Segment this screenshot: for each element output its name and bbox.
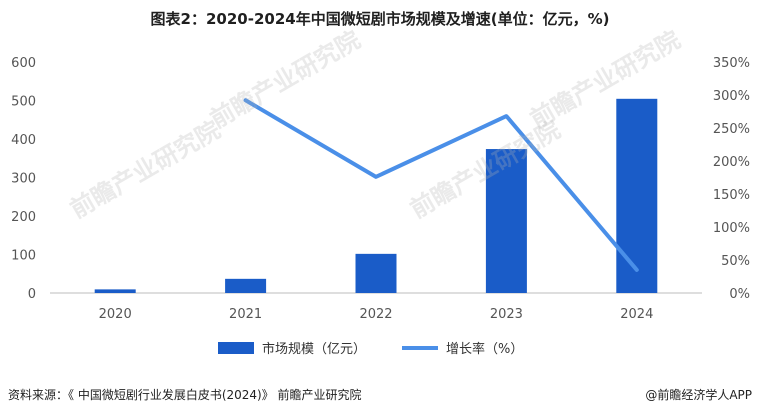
growth-rate-line: [243, 98, 639, 272]
y-left-tick-label: 100: [11, 249, 36, 264]
y-left-tick-label: 200: [11, 210, 36, 225]
y-left-tick-label: 500: [11, 95, 36, 110]
line-series: [243, 98, 639, 272]
legend-label-line: 增长率（%）: [446, 341, 523, 357]
x-axis: 2020 2021 2022 2023 2024: [99, 307, 654, 322]
y-axis-right: 0% 50% 100% 150% 200% 250% 300% 350%: [713, 56, 750, 302]
credit-note: @前瞻经济学人APP: [645, 388, 752, 402]
y-right-tick-label: 150%: [713, 188, 750, 203]
bar: [355, 253, 397, 293]
legend: 市场规模（亿元） 增长率（%）: [218, 341, 523, 357]
y-right-tick-label: 250%: [713, 122, 750, 137]
bar: [225, 278, 267, 293]
x-tick-label: 2021: [229, 307, 262, 322]
legend-label-bar: 市场规模（亿元）: [262, 341, 366, 357]
bar: [485, 149, 527, 293]
x-tick-label: 2024: [620, 307, 653, 322]
chart-title: 图表2：2020-2024年中国微短剧市场规模及增速(单位：亿元，%): [150, 10, 610, 28]
y-right-tick-label: 100%: [713, 221, 750, 236]
y-axis-left: 0 100 200 300 400 500 600: [11, 56, 36, 302]
y-right-tick-label: 0%: [729, 287, 750, 302]
chart-canvas: 0 100 200 300 400 500 600 0% 50% 100% 150% 200% 250…: [11, 56, 750, 357]
source-note: 资料来源：《 中国微短剧行业发展白皮书(2024)》 前瞻产业研究院: [8, 388, 362, 402]
bar: [94, 289, 136, 293]
bar: [616, 98, 658, 293]
y-right-tick-label: 300%: [713, 89, 750, 104]
y-left-tick-label: 300: [11, 172, 36, 187]
y-left-tick-label: 0: [28, 287, 36, 302]
x-tick-label: 2023: [490, 307, 523, 322]
y-left-tick-label: 600: [11, 56, 36, 71]
x-tick-label: 2020: [99, 307, 132, 322]
y-right-tick-label: 350%: [713, 56, 750, 71]
legend-swatch-bar: [218, 342, 254, 354]
y-left-tick-label: 400: [11, 133, 36, 148]
y-right-tick-label: 200%: [713, 155, 750, 170]
y-right-tick-label: 50%: [721, 254, 750, 269]
bar-series: [94, 98, 658, 293]
x-tick-label: 2022: [359, 307, 392, 322]
